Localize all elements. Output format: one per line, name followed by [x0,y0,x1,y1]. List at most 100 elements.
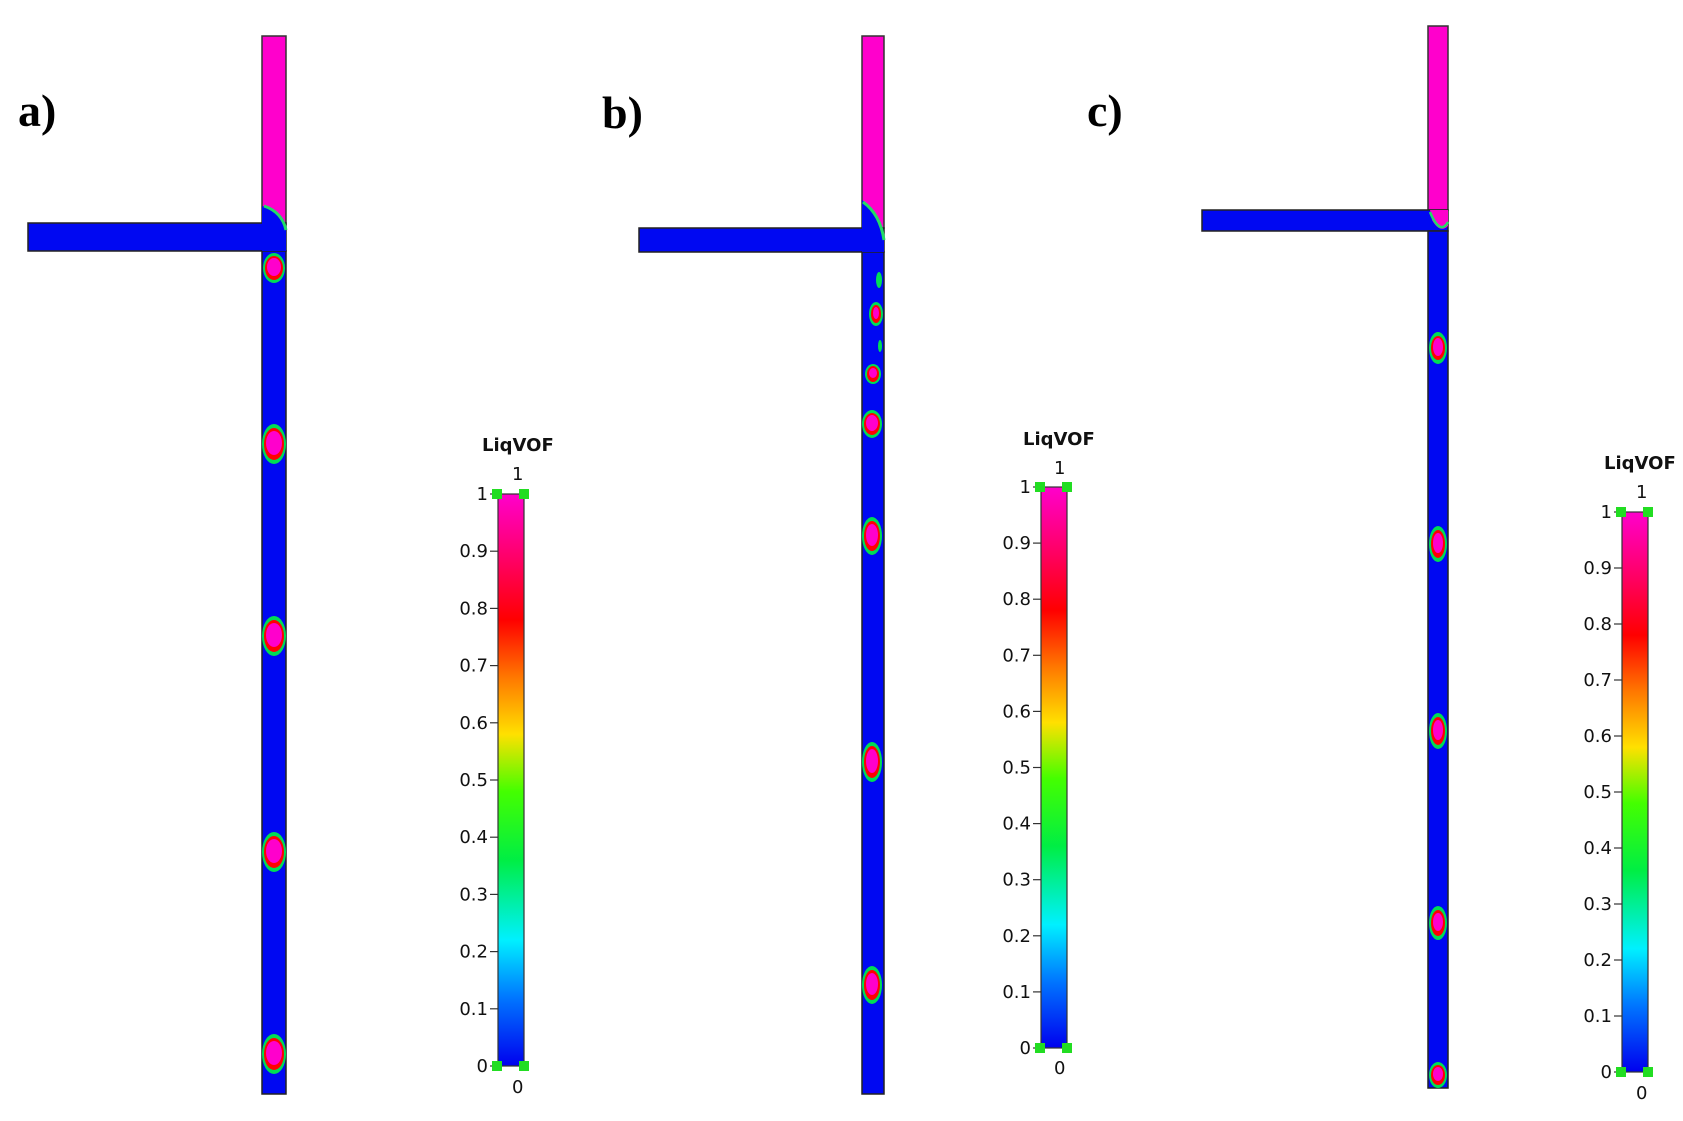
liquid-slug [869,302,883,326]
liquid-slug [263,253,285,283]
colorbar-tick-label: 0.5 [1583,782,1612,803]
colorbar-tick-label: 0.5 [1002,758,1031,779]
colorbar-tick-label: 0.3 [459,884,488,905]
colorbar-tick-label: 0.2 [1002,926,1031,947]
liquid-slug [262,616,286,656]
colorbar-ticks: 1 0.9 0.8 0.7 0.6 0.5 0.4 0.3 0.2 0.1 0 [1583,502,1622,1083]
colorbar-tick-label: 0.7 [1002,645,1031,666]
colorbar-title: LiqVOF [1604,453,1676,474]
colorbar-tick-label: 0.8 [459,598,488,619]
colorbar-tick-label: 0.3 [1583,894,1612,915]
colorbar-tick-label: 1 [1020,477,1031,498]
colorbar-gradient [1040,486,1068,1049]
liquid-inlet-channel [861,35,885,229]
liquid-slug [262,1034,286,1074]
colorbar-ticks: 1 0.9 0.8 0.7 0.6 0.5 0.4 0.3 0.2 0.1 0 [459,484,498,1077]
colorbar-tick-label: 0.1 [1583,1006,1612,1027]
colorbar-tick-label: 0.5 [459,770,488,791]
liquid-inlet-channel [1427,25,1449,211]
liquid-slug [262,424,286,464]
colorbar-title: LiqVOF [482,435,554,456]
colorbar-tick-label: 0.2 [459,942,488,963]
liquid-droplet [876,272,882,288]
colorbar-tick-label: 0.7 [459,656,488,677]
colorbar-gradient [497,493,525,1067]
liquid-slug [862,742,882,782]
liquid-slug [862,517,882,555]
colorbar-marker [492,1061,502,1071]
colorbar-marker [1643,1067,1653,1077]
colorbar-b: LiqVOF 1 1 0.9 0.8 0.7 0.6 0.5 0.4 0.3 0.2 0.1 0 0 [1002,429,1094,1079]
liquid-slug [865,364,881,384]
liquid-droplet [878,340,882,352]
colorbar-marker [1035,482,1045,492]
colorbar-top-value: 1 [512,464,523,485]
panel-label-b: b) [602,87,643,138]
colorbar-marker [1616,1067,1626,1077]
liquid-slug [862,966,882,1004]
colorbar-tick-label: 0.8 [1002,589,1031,610]
panel-a: LiqVOF 1 1 0.9 0.8 0.7 0.6 0.5 0.4 0.3 0.2 0.1 0 0 [27,35,554,1098]
colorbar-tick-label: 0.7 [1583,670,1612,691]
colorbar-marker [1035,1043,1045,1053]
colorbar-tick-label: 0.9 [1002,533,1031,554]
colorbar-marker [1616,507,1626,517]
main-channel [261,250,287,1095]
junction-interface [1430,210,1448,229]
colorbar-bottom-value: 0 [1054,1058,1065,1079]
colorbar-bottom-value: 0 [512,1077,523,1098]
junction-meniscus [1428,211,1450,229]
colorbar-a: LiqVOF 1 1 0.9 0.8 0.7 0.6 0.5 0.4 0.3 0.2 0.1 0 0 [459,435,553,1098]
panel-b: LiqVOF 1 1 0.9 0.8 0.7 0.6 0.5 0.4 0.3 0.2 0.1 0 0 [638,35,1095,1095]
colorbar-marker [492,489,502,499]
colorbar-tick-label: 0.4 [1583,838,1612,859]
liquid-slug [1429,1062,1447,1088]
colorbar-marker [1062,482,1072,492]
colorbar-tick-label: 0.1 [1002,982,1031,1003]
colorbar-top-value: 1 [1054,458,1065,479]
junction-meniscus [263,204,288,231]
liquid-slug [862,410,882,438]
colorbar-tick-label: 0.6 [1002,701,1031,722]
colorbar-tick-label: 0.9 [459,541,488,562]
colorbar-gradient [1621,511,1649,1073]
colorbar-marker [519,489,529,499]
gas-inlet-channel [1201,209,1449,232]
colorbar-tick-label: 1 [1601,502,1612,523]
colorbar-tick-label: 0.6 [1583,726,1612,747]
liquid-slugs [1429,332,1447,1088]
colorbar-tick-label: 1 [477,484,488,505]
gas-inlet-channel [638,227,885,253]
liquid-slugs [262,253,286,1074]
colorbar-tick-label: 0.4 [459,827,488,848]
colorbar-tick-label: 0 [1020,1038,1031,1059]
colorbar-tick-label: 0.2 [1583,950,1612,971]
colorbar-marker [519,1061,529,1071]
colorbar-bottom-value: 0 [1636,1083,1647,1104]
liquid-slug [1429,713,1447,749]
colorbar-tick-label: 0.4 [1002,814,1031,835]
colorbar-top-value: 1 [1636,482,1647,503]
liquid-slug [262,832,286,872]
panel-c: LiqVOF 1 1 0.9 0.8 0.7 0.6 0.5 0.4 0.3 0.2 0.1 0 0 [1201,25,1676,1104]
liquid-inlet-channel [261,35,287,225]
junction-meniscus [862,200,886,241]
colorbar-tick-label: 0.6 [459,713,488,734]
colorbar-marker [1062,1043,1072,1053]
liquid-slugs [862,272,883,1004]
colorbar-tick-label: 0.1 [459,999,488,1020]
colorbar-ticks: 1 0.9 0.8 0.7 0.6 0.5 0.4 0.3 0.2 0.1 0 [1002,477,1041,1059]
liquid-slug [1429,906,1447,940]
colorbar-tick-label: 0.3 [1002,870,1031,891]
colorbar-c: LiqVOF 1 1 0.9 0.8 0.7 0.6 0.5 0.4 0.3 0.2 0.1 0 0 [1583,453,1675,1104]
panel-label-c: c) [1087,85,1123,136]
colorbar-title: LiqVOF [1023,429,1095,450]
colorbar-marker [1643,507,1653,517]
liquid-slug [1429,526,1447,562]
panel-label-a: a) [18,85,57,136]
colorbar-tick-label: 0.8 [1583,614,1612,635]
colorbar-tick-label: 0 [1601,1062,1612,1083]
junction-interface [862,200,884,252]
liquid-slug [1429,332,1447,364]
